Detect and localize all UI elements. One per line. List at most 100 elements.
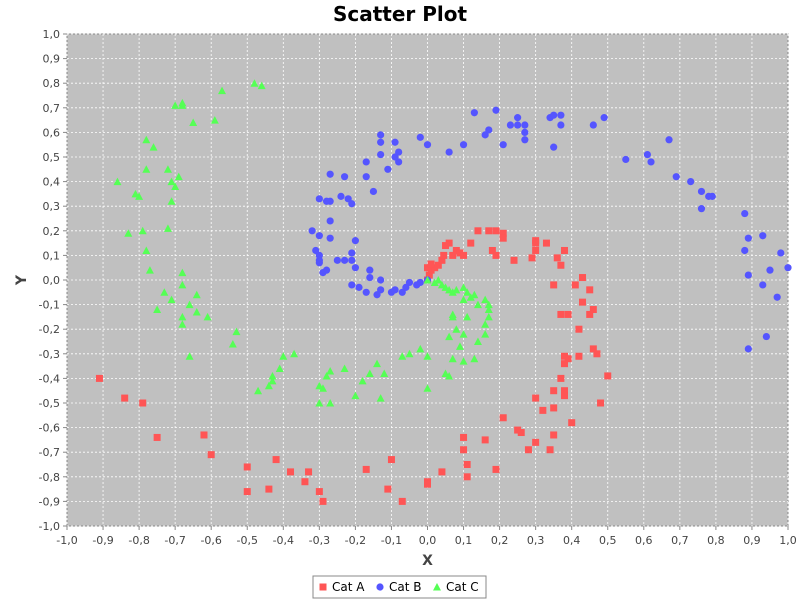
data-point-cat-a: [315, 488, 323, 496]
data-point-cat-a: [492, 251, 500, 259]
data-point-cat-c: [326, 367, 335, 375]
data-point-cat-b: [744, 234, 752, 242]
data-point-cat-b: [485, 126, 493, 134]
data-point-cat-a: [452, 246, 460, 254]
data-point-cat-a: [586, 286, 594, 294]
data-point-cat-c: [448, 312, 457, 321]
x-tick-label: -0,8: [128, 534, 149, 547]
data-point-cat-a: [445, 239, 453, 247]
x-tick-label: 0,1: [455, 534, 473, 547]
data-point-cat-a: [564, 310, 572, 318]
data-point-cat-a: [571, 281, 579, 289]
data-point-cat-c: [398, 352, 407, 360]
data-point-cat-c: [142, 135, 151, 144]
data-point-cat-c: [473, 300, 482, 309]
data-point-cat-c: [167, 295, 176, 304]
data-point-cat-a: [550, 387, 558, 395]
data-point-cat-b: [348, 281, 356, 289]
data-point-cat-a: [438, 468, 446, 476]
data-point-cat-b: [741, 246, 749, 255]
data-point-cat-b: [405, 278, 414, 287]
data-point-cat-c: [481, 320, 490, 328]
data-point-cat-a: [593, 350, 601, 358]
data-point-cat-b: [672, 173, 680, 181]
data-point-cat-c: [423, 384, 432, 392]
data-point-cat-b: [398, 288, 406, 296]
data-point-cat-b: [366, 266, 374, 274]
data-point-cat-a: [532, 394, 540, 402]
data-point-cat-c: [463, 288, 472, 296]
data-point-cat-c: [138, 226, 147, 235]
data-point-cat-b: [622, 155, 630, 164]
y-tick-label: 0,2: [43, 225, 61, 238]
y-tick-label: 0,5: [43, 151, 61, 164]
data-point-cat-a: [557, 310, 565, 318]
data-point-cat-b: [557, 111, 565, 119]
y-tick-label: 0,6: [43, 126, 61, 139]
data-point-cat-b: [759, 281, 767, 289]
data-point-cat-a: [528, 254, 536, 262]
data-point-cat-c: [290, 349, 299, 358]
data-point-cat-a: [499, 414, 507, 422]
data-point-cat-c: [167, 177, 176, 186]
data-point-cat-c: [178, 280, 187, 289]
data-point-cat-c: [351, 391, 360, 400]
data-point-cat-a: [243, 463, 251, 471]
data-point-cat-c: [423, 276, 432, 284]
data-point-cat-b: [344, 195, 352, 203]
data-point-cat-c: [373, 359, 382, 368]
y-tick-label: 0,4: [43, 176, 61, 189]
data-point-cat-c: [318, 384, 327, 392]
x-tick-label: -0,9: [92, 534, 113, 547]
data-point-cat-a: [427, 266, 435, 274]
data-point-cat-a: [532, 246, 540, 254]
data-point-cat-c: [210, 116, 219, 124]
data-point-cat-a: [287, 468, 295, 476]
data-point-cat-a: [481, 436, 489, 444]
data-point-cat-a: [442, 242, 450, 250]
data-point-cat-c: [459, 295, 468, 304]
data-point-cat-c: [185, 352, 194, 360]
x-tick-label: 0,8: [707, 534, 725, 547]
data-point-cat-b: [697, 187, 706, 196]
legend-marker-cat-c: [433, 583, 441, 591]
data-point-cat-a: [589, 345, 597, 353]
data-point-cat-a: [362, 465, 370, 473]
y-tick-label: 0,8: [43, 77, 61, 90]
data-point-cat-b: [369, 187, 378, 196]
data-point-cat-a: [575, 325, 583, 333]
data-point-cat-b: [391, 138, 399, 146]
data-point-cat-a: [460, 446, 468, 454]
data-point-cat-c: [171, 101, 180, 109]
data-point-cat-a: [542, 239, 550, 247]
data-point-cat-a: [589, 306, 597, 314]
data-point-cat-a: [517, 429, 525, 437]
data-point-cat-a: [384, 485, 392, 493]
x-tick-label: 0,6: [635, 534, 653, 547]
data-point-cat-b: [333, 256, 341, 264]
data-point-cat-c: [380, 369, 389, 377]
y-tick-label: -0,2: [39, 323, 60, 336]
data-point-cat-c: [358, 376, 367, 385]
data-point-cat-b: [499, 141, 507, 149]
data-point-cat-c: [452, 285, 461, 294]
data-point-cat-a: [460, 433, 468, 441]
data-point-cat-c: [257, 81, 266, 90]
data-point-cat-b: [312, 246, 320, 255]
data-point-cat-c: [340, 364, 349, 373]
data-point-cat-b: [351, 264, 359, 272]
data-point-cat-c: [473, 337, 482, 345]
data-point-cat-a: [586, 310, 594, 318]
data-point-cat-b: [492, 106, 500, 114]
data-point-cat-c: [484, 305, 493, 314]
data-point-cat-b: [373, 291, 381, 299]
data-point-cat-a: [425, 271, 433, 279]
data-point-cat-a: [272, 456, 280, 464]
data-point-cat-b: [322, 197, 331, 205]
data-point-cat-b: [315, 259, 323, 267]
y-tick-label: -0,5: [39, 397, 60, 410]
data-point-cat-b: [308, 227, 316, 235]
legend-frame: [312, 575, 487, 599]
data-point-cat-b: [391, 153, 399, 161]
